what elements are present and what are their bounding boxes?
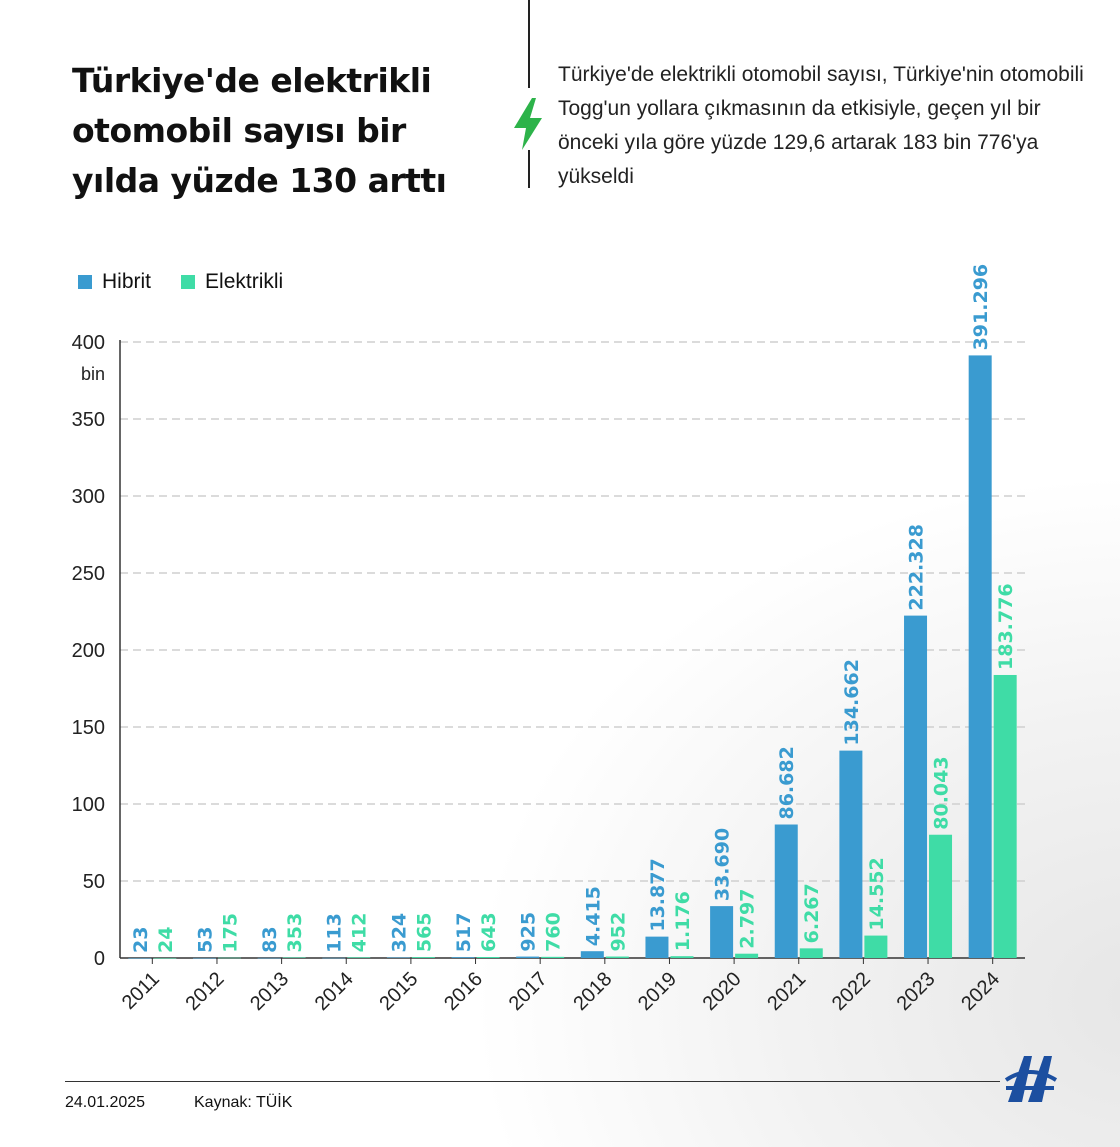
legend-swatch-elektrikli bbox=[181, 275, 196, 289]
aa-logo bbox=[1004, 1056, 1058, 1102]
data-label-hibrit: 134.662 bbox=[841, 659, 863, 746]
data-label-hibrit: 925 bbox=[518, 912, 540, 952]
x-tick-label: 2016 bbox=[440, 968, 487, 1015]
footer-source: Kaynak: TÜİK bbox=[194, 1094, 293, 1111]
footer-divider bbox=[65, 1081, 1000, 1082]
page-title: Türkiye'de elektrikli otomobil sayısı bi… bbox=[72, 61, 447, 200]
bar-elektrikli bbox=[670, 956, 694, 958]
x-tick-label: 2022 bbox=[828, 968, 875, 1015]
divider-bottom bbox=[528, 150, 530, 188]
data-label-elektrikli: 353 bbox=[284, 913, 306, 953]
y-tick-label: 50 bbox=[83, 871, 105, 893]
bar-hibrit bbox=[386, 957, 410, 959]
data-label-elektrikli: 565 bbox=[413, 912, 435, 952]
bar-hibrit bbox=[322, 957, 346, 959]
data-label-elektrikli: 80.043 bbox=[931, 756, 953, 829]
x-tick-label: 2013 bbox=[246, 968, 293, 1015]
data-label-hibrit: 13.877 bbox=[647, 858, 669, 931]
bar-elektrikli bbox=[217, 957, 241, 959]
bar-elektrikli bbox=[541, 956, 565, 958]
bar-elektrikli bbox=[799, 948, 823, 958]
description: Türkiye'de elektrikli otomobil sayısı, T… bbox=[558, 63, 1084, 188]
x-tick-label: 2012 bbox=[181, 968, 228, 1015]
x-tick-label: 2021 bbox=[763, 968, 810, 1015]
data-label-elektrikli: 643 bbox=[478, 912, 500, 952]
x-tick-label: 2011 bbox=[118, 968, 164, 1014]
bar-elektrikli bbox=[411, 957, 435, 958]
bar-hibrit bbox=[580, 951, 604, 958]
legend-item-hibrit: Hibrit bbox=[78, 270, 151, 294]
data-label-elektrikli: 1.176 bbox=[672, 891, 694, 951]
x-tick-label: 2019 bbox=[634, 968, 681, 1015]
data-label-hibrit: 53 bbox=[194, 926, 216, 952]
legend-item-elektrikli: Elektrikli bbox=[181, 270, 283, 294]
bar-elektrikli bbox=[476, 957, 500, 958]
legend: Hibrit Elektrikli bbox=[78, 270, 313, 294]
bar-hibrit bbox=[968, 355, 992, 958]
legend-swatch-hibrit bbox=[78, 275, 92, 289]
bar-elektrikli bbox=[929, 834, 953, 958]
data-label-hibrit: 222.328 bbox=[906, 524, 928, 611]
divider-top bbox=[528, 0, 530, 88]
bar-hibrit bbox=[645, 936, 669, 958]
data-label-hibrit: 391.296 bbox=[970, 264, 992, 351]
bar-hibrit bbox=[192, 957, 216, 959]
bar-hibrit bbox=[516, 956, 540, 958]
x-tick-label: 2015 bbox=[375, 968, 422, 1015]
data-label-elektrikli: 412 bbox=[349, 913, 371, 953]
y-tick-label: 350 bbox=[72, 409, 105, 431]
data-label-elektrikli: 175 bbox=[219, 913, 241, 953]
data-label-hibrit: 23 bbox=[130, 927, 152, 953]
footer-date: 24.01.2025 bbox=[65, 1094, 146, 1111]
data-label-hibrit: 33.690 bbox=[712, 828, 734, 901]
bar-hibrit bbox=[128, 957, 152, 959]
y-tick-label: 100 bbox=[72, 794, 105, 816]
data-label-hibrit: 517 bbox=[453, 913, 475, 953]
bar-elektrikli bbox=[282, 957, 306, 958]
data-label-hibrit: 83 bbox=[259, 926, 281, 952]
lightning-icon bbox=[514, 98, 542, 150]
data-label-elektrikli: 6.267 bbox=[801, 883, 823, 943]
bar-hibrit bbox=[904, 615, 928, 958]
x-tick-label: 2017 bbox=[505, 968, 552, 1015]
x-tick-label: 2023 bbox=[893, 968, 940, 1015]
bar-hibrit bbox=[710, 906, 734, 958]
data-label-elektrikli: 760 bbox=[543, 912, 565, 952]
y-tick-label: 250 bbox=[72, 563, 105, 585]
bar-elektrikli bbox=[153, 957, 177, 959]
data-label-hibrit: 324 bbox=[388, 913, 410, 953]
y-tick-label: 400 bbox=[72, 332, 105, 354]
y-tick-label: 150 bbox=[72, 717, 105, 739]
bar-hibrit bbox=[774, 824, 798, 958]
x-tick-label: 2024 bbox=[957, 968, 1004, 1015]
x-tick-label: 2020 bbox=[699, 968, 746, 1015]
y-tick-label: 0 bbox=[94, 948, 105, 970]
legend-label: Hibrit bbox=[102, 270, 152, 293]
bar-elektrikli bbox=[605, 956, 629, 958]
data-label-elektrikli: 2.797 bbox=[737, 889, 759, 949]
y-tick-label: 200 bbox=[72, 640, 105, 662]
x-tick-label: 2018 bbox=[569, 968, 616, 1015]
bar-elektrikli bbox=[993, 674, 1017, 958]
y-tick-label: 300 bbox=[72, 486, 105, 508]
bar-chart: 0 50 100 150 200 250 300 350 400 bin 23 24 2011 53 175… bbox=[72, 264, 1025, 1015]
bar-elektrikli bbox=[347, 957, 371, 958]
bar-elektrikli bbox=[864, 935, 888, 958]
data-label-hibrit: 86.682 bbox=[776, 746, 798, 819]
data-label-elektrikli: 183.776 bbox=[995, 583, 1017, 670]
x-tick-label: 2014 bbox=[311, 968, 358, 1015]
data-label-elektrikli: 24 bbox=[155, 927, 177, 953]
data-label-hibrit: 113 bbox=[324, 913, 346, 953]
bar-hibrit bbox=[257, 957, 281, 959]
data-label-elektrikli: 952 bbox=[607, 912, 629, 952]
y-unit-label: bin bbox=[81, 364, 105, 384]
data-label-elektrikli: 14.552 bbox=[866, 857, 888, 930]
bar-hibrit bbox=[451, 957, 475, 958]
bar-elektrikli bbox=[735, 953, 759, 958]
data-label-hibrit: 4.415 bbox=[582, 886, 604, 946]
bar-hibrit bbox=[839, 750, 863, 958]
legend-label: Elektrikli bbox=[205, 270, 284, 293]
